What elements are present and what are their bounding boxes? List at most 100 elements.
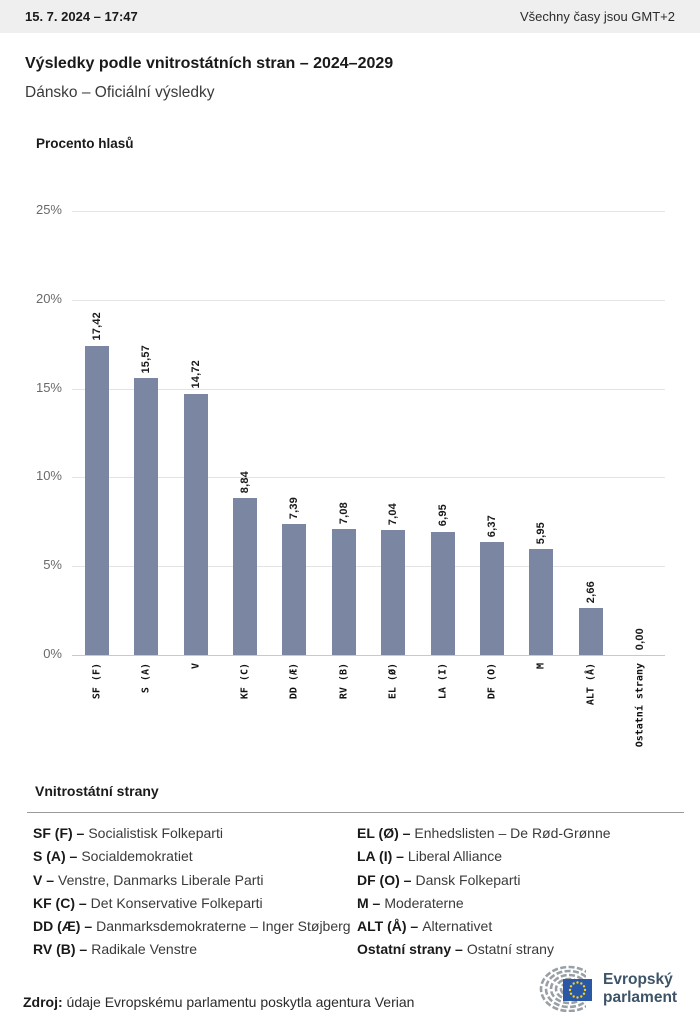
- bar-value-label: 15,57: [140, 344, 153, 374]
- party-name: Danmarksdemokraterne – Inger Støjberg: [96, 918, 351, 935]
- x-axis-labels: SF (F) S (A) V KF (C) DD (Æ) RV (B) EL (Ø) LA (…: [72, 663, 665, 763]
- y-tick-label: 20%: [35, 290, 62, 306]
- bar-slot: 17,42: [72, 211, 121, 655]
- bar: [480, 541, 505, 655]
- bar-slot: 0,00: [616, 211, 665, 655]
- party-abbr: EL (Ø) –: [357, 825, 411, 841]
- top-info-bar: 15. 7. 2024 – 17:47 Všechny časy jsou GM…: [0, 0, 700, 33]
- legend-item: DD (Æ) – Danmarksdemokraterne – Inger Stø…: [33, 915, 355, 938]
- bar-slot: 5,95: [517, 211, 566, 655]
- party-abbr: ALT (Å) –: [357, 918, 419, 935]
- legend-item: V – Venstre, Danmarks Liberale Parti: [33, 869, 355, 892]
- legend-item: EL (Ø) – Enhedslisten – De Rød-Grønne: [357, 822, 685, 845]
- bar: [282, 523, 307, 655]
- bar: [134, 378, 159, 655]
- legend-item: S (A) – Socialdemokratiet: [33, 845, 355, 868]
- legend-heading: Vnitrostátní strany: [35, 783, 159, 799]
- gridline: [72, 299, 665, 301]
- source-note: Zdroj: údaje Evropskému parlamentu posky…: [23, 994, 414, 1010]
- ep-logo-text: Evropský parlament: [603, 971, 677, 1007]
- party-name: Alternativet: [422, 918, 493, 935]
- bar-slot: 14,72: [171, 211, 220, 655]
- y-axis-labels: 25% 20% 15% 10% 5% 0%: [20, 202, 62, 661]
- party-abbr: S (A) –: [33, 848, 78, 865]
- bar-value-label: 7,08: [337, 502, 350, 525]
- legend-item: KF (C) – Det Konservative Folkeparti: [33, 892, 355, 915]
- timezone-note: Všechny časy jsou GMT+2: [520, 9, 675, 24]
- bar-value-label: 8,84: [238, 470, 251, 494]
- bar-slot: 6,37: [467, 211, 516, 655]
- party-name: Det Konservative Folkeparti: [90, 894, 263, 911]
- gridline: [72, 211, 665, 212]
- legend-item: Ostatní strany – Ostatní strany: [357, 938, 685, 961]
- y-tick-label: 25%: [35, 202, 62, 217]
- party-name: Socialistisk Folkeparti: [88, 825, 223, 841]
- legend-column-left: SF (F) – Socialistisk Folkeparti S (A) – S…: [33, 822, 355, 962]
- y-tick-label: 0%: [43, 646, 62, 661]
- legend-item: LA (I) – Liberal Alliance: [357, 845, 685, 868]
- party-name: Radikale Venstre: [91, 941, 198, 958]
- legend-divider: [27, 812, 684, 813]
- page-title: Výsledky podle vnitrostátních stran – 20…: [25, 55, 394, 72]
- legend-item: ALT (Å) – Alternativet: [357, 915, 685, 938]
- y-tick-label: 15%: [35, 379, 62, 395]
- bar-slot: 15,57: [121, 211, 170, 655]
- y-tick-label: 5%: [43, 557, 62, 573]
- legend-item: RV (B) – Radikale Venstre: [33, 938, 355, 961]
- legend-column-right: EL (Ø) – Enhedslisten – De Rød-Grønne LA …: [357, 822, 685, 962]
- bar-value-label: 5,95: [535, 522, 548, 545]
- bar-slot: 2,66: [566, 211, 615, 655]
- bar-value-label: 6,95: [436, 504, 449, 527]
- x-category-label: V: [190, 663, 202, 670]
- party-abbr: Ostatní strany –: [357, 941, 463, 958]
- bar-slot: 7,39: [270, 211, 319, 655]
- legend-item: SF (F) – Socialistisk Folkeparti: [33, 822, 355, 845]
- y-tick-label: 10%: [35, 468, 62, 484]
- source-label: Zdroj:: [23, 994, 63, 1010]
- bar: [430, 531, 455, 655]
- bar: [381, 529, 406, 655]
- gridline: [72, 566, 665, 568]
- plot-area: 17,42 15,57 14,72 8,84 7,39 7,08 7,04 6,95 6,37 5…: [72, 211, 665, 656]
- x-category-label: EL (Ø): [387, 663, 399, 700]
- party-abbr: SF (F) –: [33, 825, 85, 841]
- x-category-label: ALT (Å): [585, 663, 597, 706]
- x-category-label: DD (Æ): [288, 663, 300, 700]
- eu-flag-stars: [568, 981, 587, 999]
- chart-axis-title: Procento hlasů: [36, 136, 134, 151]
- bar: [183, 393, 208, 655]
- party-name: Socialdemokratiet: [81, 848, 193, 865]
- bar: [529, 549, 554, 655]
- legend-item: M – Moderaterne: [357, 892, 685, 915]
- x-axis-line: [72, 655, 665, 656]
- bar-value-label: 17,42: [90, 312, 103, 341]
- bar-value-label: 7,39: [288, 496, 301, 519]
- x-category-label: DF (O): [486, 663, 498, 700]
- bar: [84, 345, 109, 655]
- bar-slot: 7,04: [369, 211, 418, 655]
- party-name: Enhedslisten – De Rød-Grønne: [414, 825, 611, 841]
- party-name: Venstre, Danmarks Liberale Parti: [58, 871, 264, 888]
- party-name: Moderaterne: [384, 894, 464, 911]
- x-category-label: RV (B): [338, 663, 350, 700]
- x-category-label: M: [535, 663, 547, 670]
- bar-slot: 7,08: [319, 211, 368, 655]
- party-abbr: DD (Æ) –: [33, 918, 93, 935]
- party-abbr: V –: [33, 871, 55, 888]
- page-subtitle: Dánsko – Oficiální výsledky: [25, 84, 215, 101]
- bar-value-label: 2,66: [584, 580, 597, 603]
- ep-logo-line1: Evropský: [603, 970, 673, 988]
- bar-value-label: 7,04: [387, 502, 400, 525]
- ep-logo-line2: parlament: [603, 988, 678, 1006]
- gridline: [72, 388, 665, 390]
- x-category-label: S (A): [140, 663, 152, 694]
- x-category-label: SF (F): [91, 663, 103, 700]
- party-name: Ostatní strany: [466, 941, 554, 958]
- gridline: [72, 477, 665, 479]
- report-datetime: 15. 7. 2024 – 17:47: [25, 9, 138, 24]
- eu-flag: [563, 979, 592, 1001]
- bar: [232, 498, 257, 655]
- party-abbr: LA (I) –: [357, 848, 404, 865]
- bar-slot: 8,84: [220, 211, 269, 655]
